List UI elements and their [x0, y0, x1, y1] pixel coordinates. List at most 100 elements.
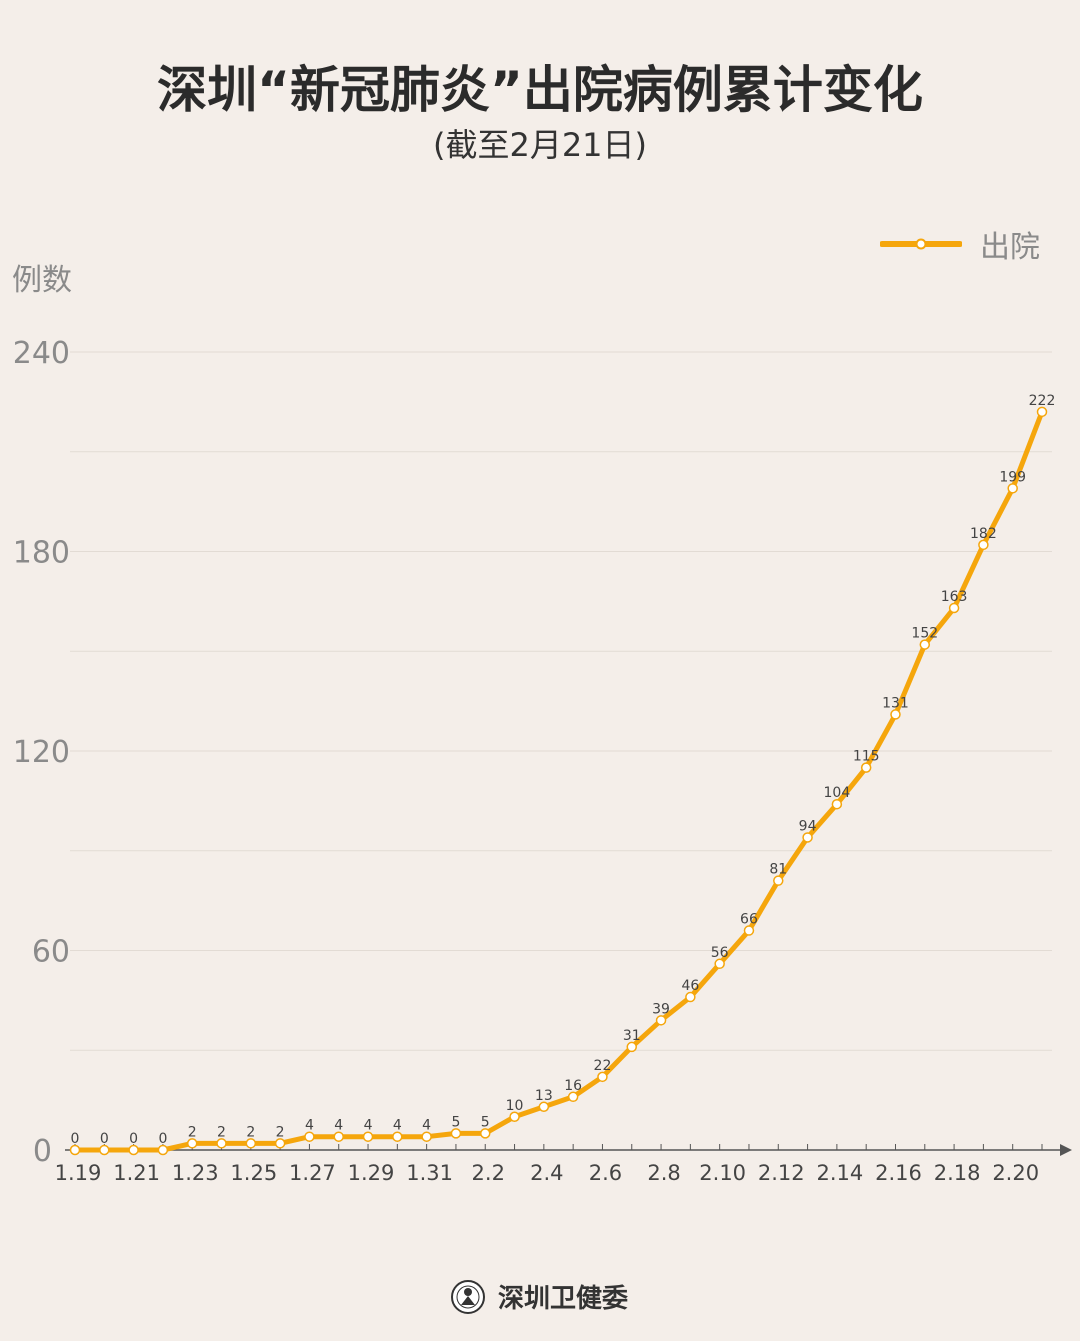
data-label: 104	[824, 785, 851, 801]
data-label: 115	[853, 749, 880, 765]
data-label: 163	[941, 589, 968, 605]
data-label: 2	[188, 1124, 197, 1140]
legend: 出院	[880, 222, 1040, 266]
data-point	[245, 1138, 257, 1149]
data-label: 4	[305, 1118, 314, 1134]
data-point	[128, 1144, 139, 1156]
x-tick-label: 1.21	[113, 1161, 160, 1185]
y-tick-label: 240	[13, 336, 70, 371]
data-label: 0	[158, 1131, 167, 1147]
data-point	[978, 539, 989, 551]
data-point	[919, 639, 931, 650]
data-point	[479, 1128, 491, 1139]
data-point	[99, 1144, 110, 1156]
data-point	[333, 1131, 344, 1142]
x-tick-label: 1.29	[348, 1161, 395, 1185]
series-line	[75, 410, 1045, 1153]
data-label: 66	[740, 912, 758, 928]
x-tick-label: 1.19	[55, 1161, 102, 1185]
data-point	[216, 1138, 227, 1149]
data-point	[597, 1071, 608, 1083]
data-label: 4	[334, 1118, 343, 1134]
data-label: 2	[217, 1124, 226, 1140]
y-tick-label: 120	[13, 735, 70, 770]
data-point	[714, 958, 725, 970]
data-label: 131	[882, 695, 909, 711]
data-label: 16	[564, 1078, 582, 1094]
x-tick-label: 2.10	[699, 1161, 746, 1185]
data-point	[186, 1138, 198, 1149]
data-label: 4	[422, 1118, 431, 1134]
data-label: 199	[999, 469, 1026, 485]
data-point	[773, 875, 784, 886]
data-label: 10	[506, 1098, 524, 1114]
data-label: 5	[451, 1114, 460, 1130]
data-label: 94	[799, 818, 817, 834]
data-label: 4	[364, 1118, 373, 1134]
data-point	[1036, 406, 1048, 418]
data-label: 81	[769, 862, 787, 878]
footer-org: 深圳卫健委	[498, 1284, 629, 1314]
data-point	[538, 1101, 550, 1113]
data-point	[948, 602, 960, 614]
x-tick-label: 2.2	[472, 1161, 505, 1185]
data-point	[362, 1131, 374, 1142]
x-tick-label: 2.18	[934, 1161, 981, 1185]
y-axis-label: 例数	[12, 263, 72, 298]
data-point	[890, 709, 901, 720]
y-tick-label: 0	[33, 1134, 52, 1169]
logo-icon	[451, 1279, 485, 1314]
x-tick-label: 1.31	[406, 1161, 453, 1185]
data-label: 152	[911, 626, 938, 642]
legend-line-icon	[880, 238, 962, 250]
chart-subtitle: (截至2月21日)	[432, 126, 648, 164]
data-point	[274, 1138, 286, 1149]
data-point	[860, 762, 872, 773]
data-label: 2	[276, 1124, 285, 1140]
data-point	[69, 1144, 81, 1156]
x-tick-label: 2.8	[647, 1161, 680, 1185]
data-point	[655, 1015, 667, 1026]
data-point	[831, 798, 843, 810]
data-label: 4	[393, 1118, 402, 1134]
data-label: 0	[71, 1131, 80, 1147]
data-point	[1007, 483, 1018, 494]
data-label: 182	[970, 526, 997, 542]
x-tick-label: 1.27	[289, 1161, 336, 1185]
x-tick-label: 2.14	[816, 1161, 863, 1185]
x-tick-label: 1.25	[230, 1161, 277, 1185]
data-label: 22	[594, 1058, 612, 1074]
data-label: 2	[246, 1124, 255, 1140]
data-label: 222	[1029, 393, 1056, 409]
data-label: 0	[129, 1131, 138, 1147]
data-label: 46	[681, 978, 699, 994]
chart-title: 深圳“新冠肺炎”出院病例累计变化	[157, 61, 923, 119]
data-label: 31	[623, 1028, 641, 1044]
data-label: 0	[100, 1131, 109, 1147]
x-tick-label: 2.12	[758, 1161, 805, 1185]
data-point	[567, 1091, 579, 1103]
data-point	[392, 1131, 403, 1142]
data-point	[626, 1041, 638, 1053]
data-label: 39	[652, 1001, 670, 1017]
data-label: 13	[535, 1088, 553, 1104]
data-point	[450, 1128, 462, 1139]
legend-label: 出院	[980, 230, 1040, 265]
data-label: 56	[711, 945, 729, 961]
y-tick-label: 180	[13, 536, 70, 571]
x-axis-arrow-icon	[1060, 1144, 1072, 1156]
data-point	[421, 1131, 432, 1142]
data-point	[157, 1144, 169, 1156]
data-point	[685, 991, 696, 1003]
x-tick-label: 2.20	[992, 1161, 1039, 1185]
data-point	[304, 1131, 315, 1142]
data-label: 5	[481, 1114, 490, 1130]
x-tick-label: 2.4	[530, 1161, 563, 1185]
data-point	[509, 1111, 520, 1122]
data-point	[802, 832, 813, 843]
x-tick-label: 2.6	[589, 1161, 622, 1185]
y-tick-label: 60	[32, 935, 70, 970]
data-point	[743, 925, 755, 936]
x-tick-label: 1.23	[172, 1161, 219, 1185]
